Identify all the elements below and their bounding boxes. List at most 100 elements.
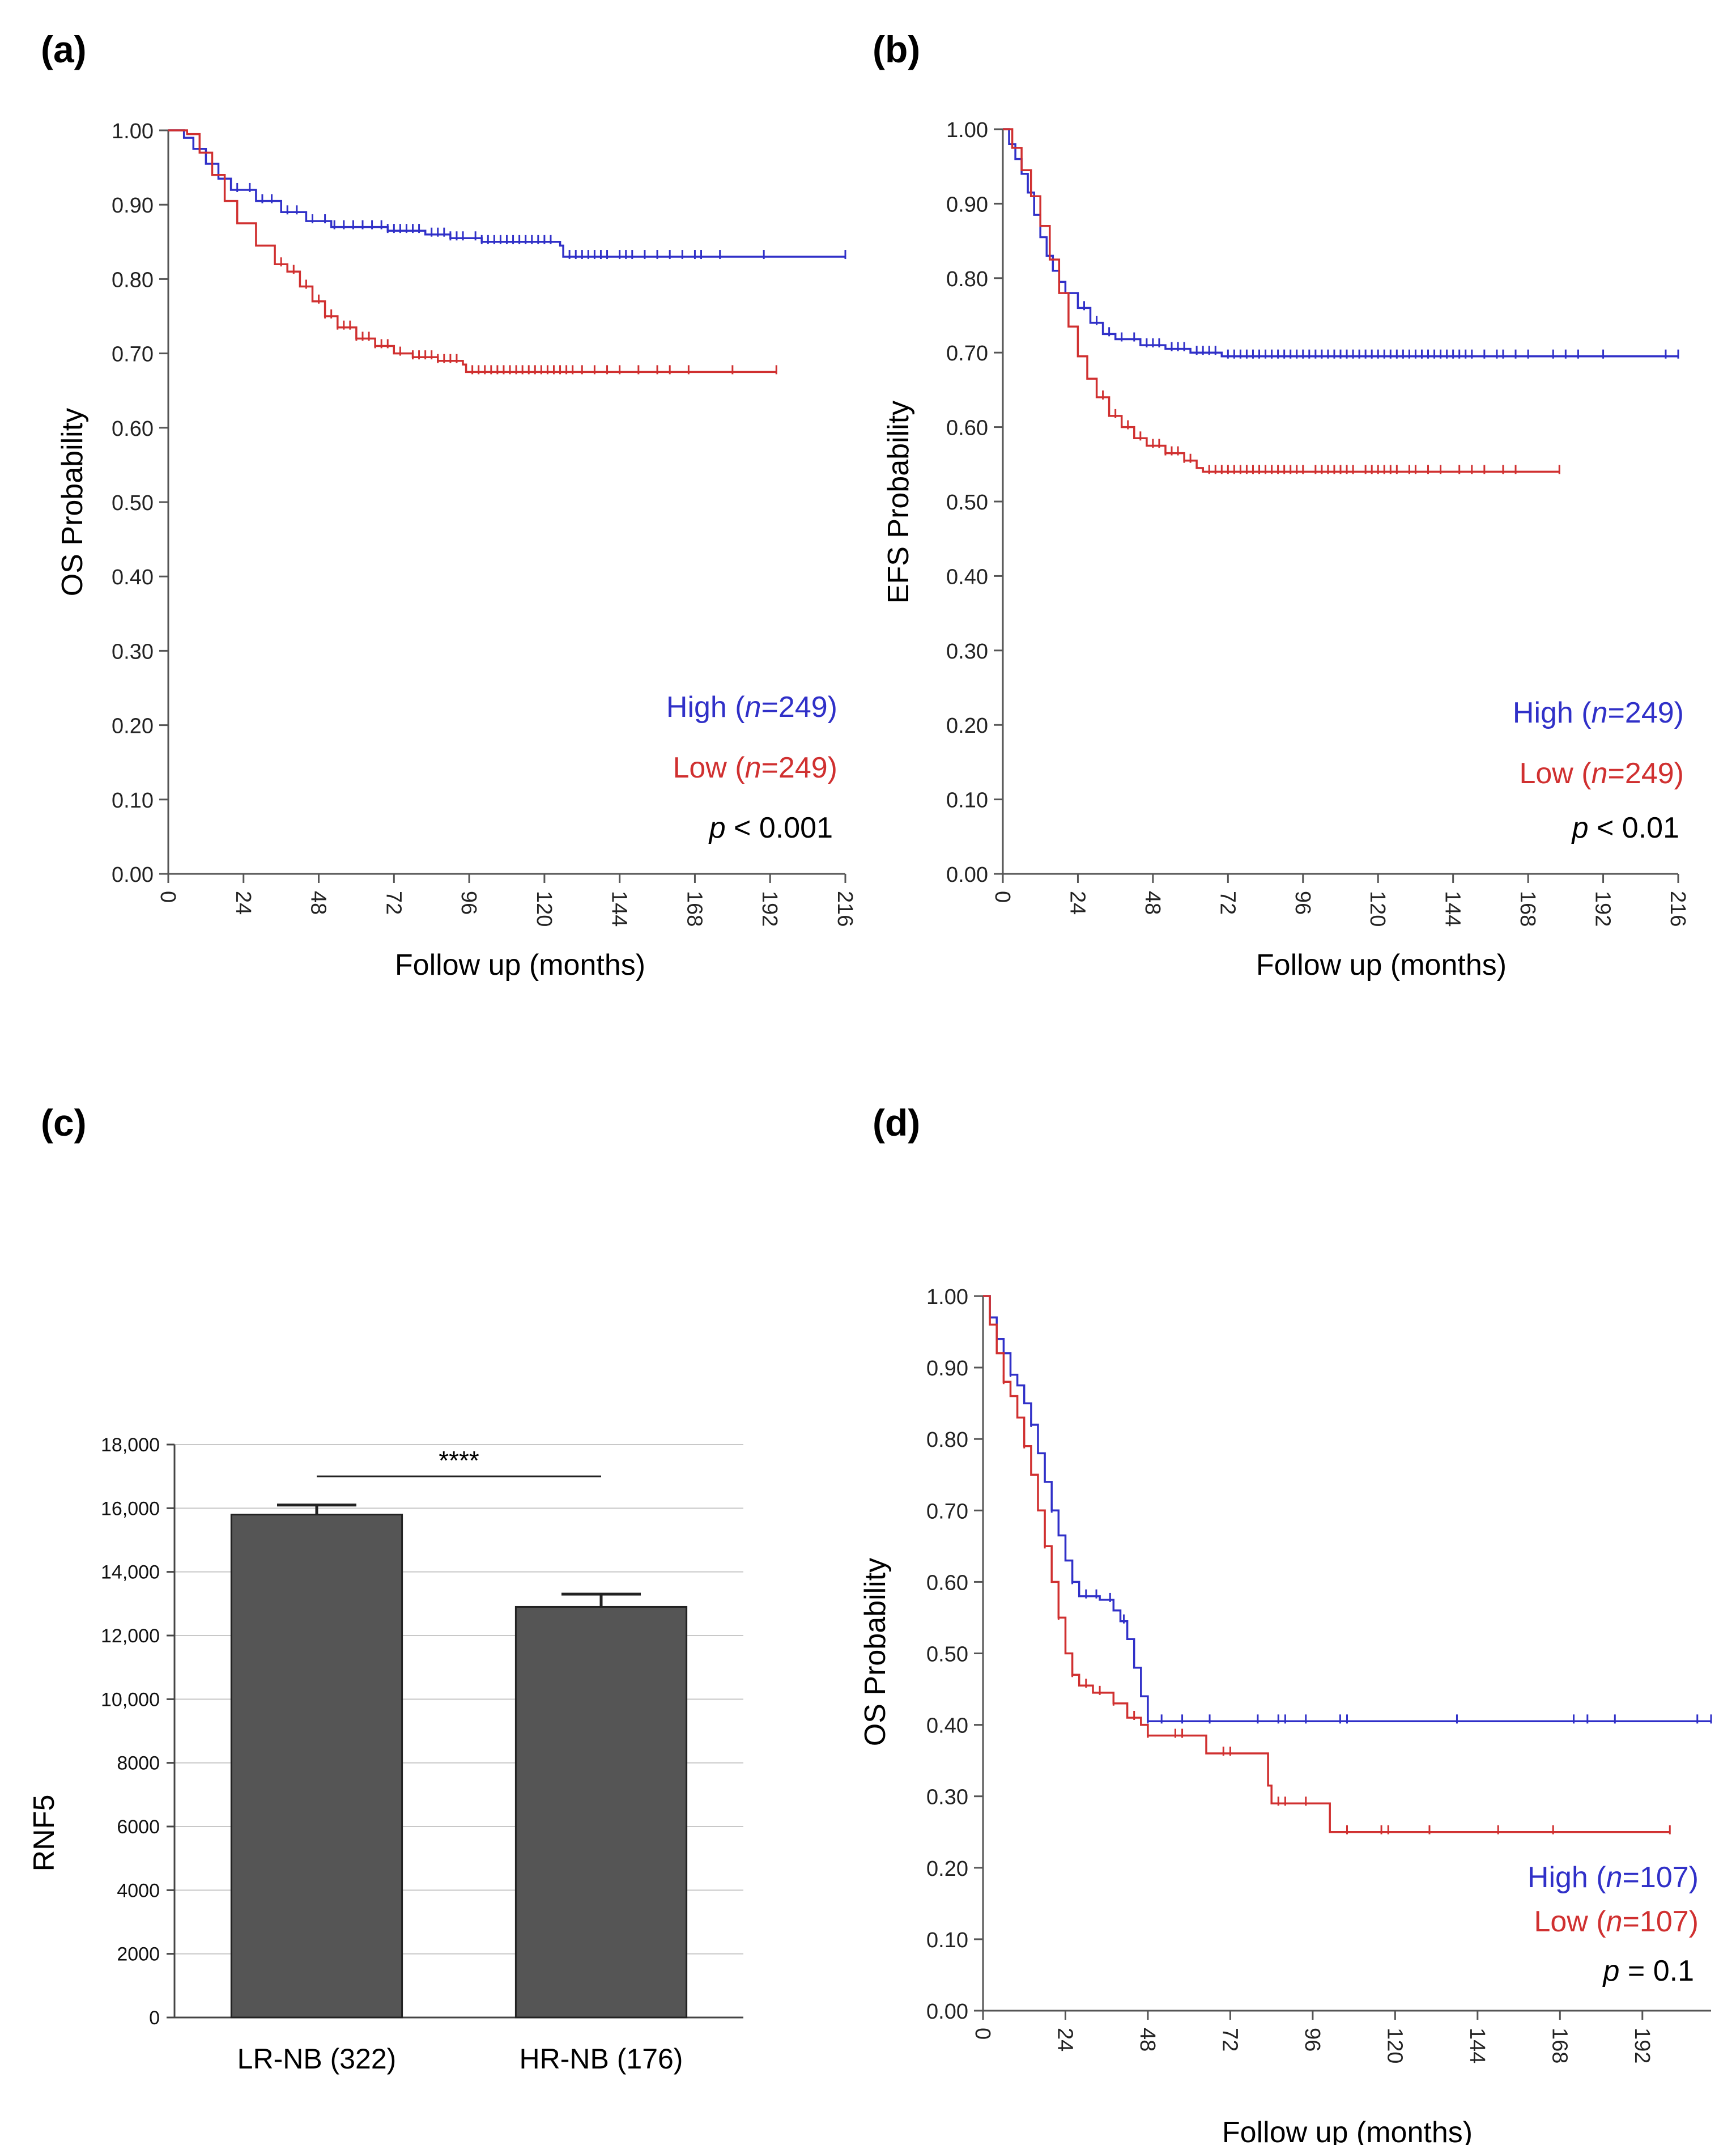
bar-1: [514, 1605, 688, 2019]
y-tick-label: 0.90: [946, 193, 988, 216]
y-tick-label: 0.10: [946, 789, 988, 813]
y-axis-title: OS Probability: [56, 408, 89, 596]
p-value-text: < 0.01: [1589, 812, 1679, 844]
legend-text: High (: [1527, 1861, 1606, 1894]
y-tick-label: 0.20: [946, 714, 988, 738]
x-tick-label: 144: [607, 891, 631, 927]
panel-d: (d) 0.00 0.10 0.20 0.30 0.40 0.50 0.60 0.70 0.80 0…: [859, 1102, 1712, 2145]
x-tick-label: 144: [1465, 2028, 1489, 2063]
x-tick-label: 192: [758, 891, 781, 927]
p-value: p < 0.01: [1571, 812, 1679, 844]
panel-label: (b): [873, 28, 920, 70]
x-tick-label: 120: [1365, 891, 1389, 927]
y-tick-label: 0.60: [112, 417, 154, 441]
y-tick-label: 0: [149, 2007, 160, 2029]
x-tick-label: 0: [971, 2028, 994, 2040]
y-axis-title: EFS Probability: [882, 401, 915, 604]
x-tick-label: 120: [532, 891, 556, 927]
y-tick-label: 0.30: [926, 1786, 968, 1810]
legend-n-value: =249): [761, 691, 837, 724]
x-axis-title: Follow up (months): [395, 949, 645, 982]
x-tick-label: 48: [307, 891, 330, 915]
x-tick-label: 0: [990, 891, 1014, 903]
y-tick-label: 0.40: [112, 566, 154, 589]
legend-high: High (n=107): [1527, 1861, 1699, 1894]
legend-n-label: n: [1592, 696, 1608, 729]
series-high-curve: [1003, 128, 1678, 358]
x-tick-label: 48: [1141, 891, 1164, 915]
y-tick-label: 0.00: [946, 863, 988, 887]
y-tick-label: 0.80: [946, 267, 988, 291]
x-tick-label: 216: [1666, 891, 1690, 927]
legend-text: Low (: [673, 751, 745, 784]
legend-text: Low (: [1534, 1905, 1606, 1938]
y-tick-label: 0.70: [112, 343, 154, 367]
x-tick-label: 168: [1547, 2028, 1571, 2063]
legend-n-label: n: [1606, 1905, 1623, 1938]
x-tick-label: 24: [1053, 2028, 1077, 2051]
legend-n-label: n: [1592, 757, 1608, 790]
x-tick-label: 48: [1135, 2028, 1159, 2051]
p-symbol: p: [708, 812, 726, 844]
y-tick-label: 10,000: [101, 1689, 160, 1710]
y-tick-label: 1.00: [946, 118, 988, 142]
category-label: LR-NB (322): [237, 2043, 397, 2075]
legend-n-value: =107): [1623, 1905, 1699, 1938]
series-low-curve: [983, 1295, 1670, 1833]
y-tick-label: 0.70: [926, 1500, 968, 1523]
legend-high: High (n=249): [1513, 696, 1684, 729]
y-tick-label: 0.30: [946, 640, 988, 664]
x-tick-label: 0: [156, 891, 180, 903]
series-low-curve: [1003, 128, 1560, 473]
legend-n-label: n: [745, 751, 761, 784]
y-tick-label: 8000: [117, 1753, 160, 1774]
y-tick-label: 0.00: [926, 2000, 968, 2024]
y-tick-label: 16,000: [101, 1498, 160, 1519]
legend-n-value: =107): [1623, 1861, 1699, 1894]
y-tick-label: 0.00: [112, 863, 154, 887]
p-symbol: p: [1571, 812, 1589, 844]
y-tick-label: 0.30: [112, 640, 154, 664]
legend-n-label: n: [745, 691, 761, 724]
y-tick-label: 0.60: [926, 1571, 968, 1595]
series-low-curve: [168, 129, 777, 373]
panel-c: (c) 0 2000 4000 6000 8000 10,000 12,000 14,000 16…: [28, 1102, 743, 2075]
x-tick-label: 96: [1291, 891, 1314, 915]
y-tick-label: 4000: [117, 1880, 160, 1901]
y-tick-label: 0.20: [926, 1857, 968, 1881]
y-tick-label: 0.40: [926, 1714, 968, 1738]
y-tick-label: 0.50: [946, 491, 988, 515]
x-axis-title: Follow up (months): [1256, 949, 1507, 982]
x-tick-label: 72: [381, 891, 405, 915]
y-tick-label: 14,000: [101, 1562, 160, 1583]
y-tick-label: 1.00: [112, 120, 154, 143]
y-tick-label: 12,000: [101, 1625, 160, 1647]
x-tick-label: 216: [833, 891, 857, 927]
bar-0: [230, 1514, 403, 2019]
y-tick-label: 0.80: [926, 1428, 968, 1452]
legend-text: Low (: [1519, 757, 1592, 790]
y-tick-label: 18,000: [101, 1434, 160, 1456]
panel-b: (b) 0.00 0.10 0.20 0.30 0.40 0.50 0.60 0.70 0.80 0…: [873, 28, 1690, 982]
category-label: HR-NB (176): [520, 2043, 683, 2075]
y-tick-label: 0.50: [112, 491, 154, 515]
legend-n-value: =249): [1608, 696, 1684, 729]
p-value-text: = 0.1: [1619, 1955, 1694, 1987]
legend-n-label: n: [1606, 1861, 1623, 1894]
p-value: p = 0.1: [1602, 1955, 1694, 1987]
x-tick-label: 72: [1215, 891, 1239, 915]
y-tick-label: 0.80: [112, 268, 154, 292]
x-tick-label: 96: [1300, 2028, 1324, 2051]
p-value: p < 0.001: [708, 812, 833, 844]
x-tick-label: 24: [231, 891, 255, 915]
p-value-text: < 0.001: [726, 812, 833, 844]
y-tick-label: 0.90: [926, 1357, 968, 1381]
y-tick-label: 0.40: [946, 565, 988, 589]
x-axis-title: Follow up (months): [1222, 2116, 1473, 2145]
y-tick-label: 6000: [117, 1816, 160, 1838]
legend-low: Low (n=107): [1534, 1905, 1699, 1938]
panel-label: (c): [41, 1102, 87, 1144]
legend-text: High (: [666, 691, 745, 724]
y-tick-label: 0.50: [926, 1643, 968, 1667]
